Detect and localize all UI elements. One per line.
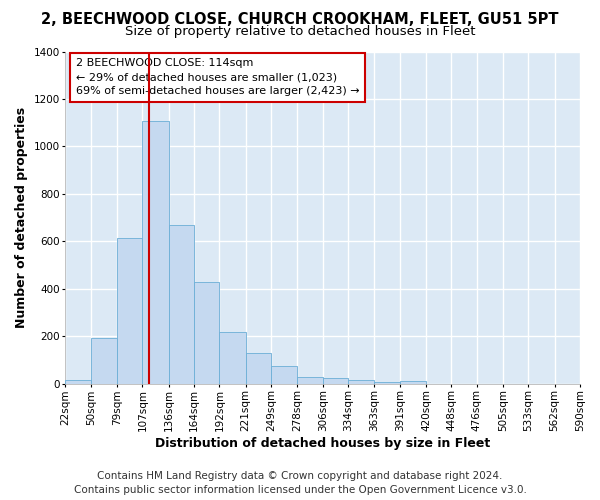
Text: Size of property relative to detached houses in Fleet: Size of property relative to detached ho… [125,25,475,38]
Bar [245,354,271,384]
Bar [169,224,194,384]
Text: 2 BEECHWOOD CLOSE: 114sqm
← 29% of detached houses are smaller (1,023)
69% of se: 2 BEECHWOOD CLOSE: 114sqm ← 29% of detac… [76,58,359,96]
Text: Contains HM Land Registry data © Crown copyright and database right 2024.
Contai: Contains HM Land Registry data © Crown c… [74,471,526,495]
Bar [91,338,117,384]
Bar [400,381,426,384]
Bar [65,380,91,384]
X-axis label: Distribution of detached houses by size in Fleet: Distribution of detached houses by size … [155,437,490,450]
Text: 2, BEECHWOOD CLOSE, CHURCH CROOKHAM, FLEET, GU51 5PT: 2, BEECHWOOD CLOSE, CHURCH CROOKHAM, FLE… [41,12,559,28]
Bar [298,376,323,384]
Bar [142,120,169,384]
Bar [117,238,142,384]
Bar [220,332,245,384]
Bar [374,382,400,384]
Bar [323,378,348,384]
Bar [194,282,220,384]
Bar [348,380,374,384]
Y-axis label: Number of detached properties: Number of detached properties [15,107,28,328]
Bar [271,366,298,384]
